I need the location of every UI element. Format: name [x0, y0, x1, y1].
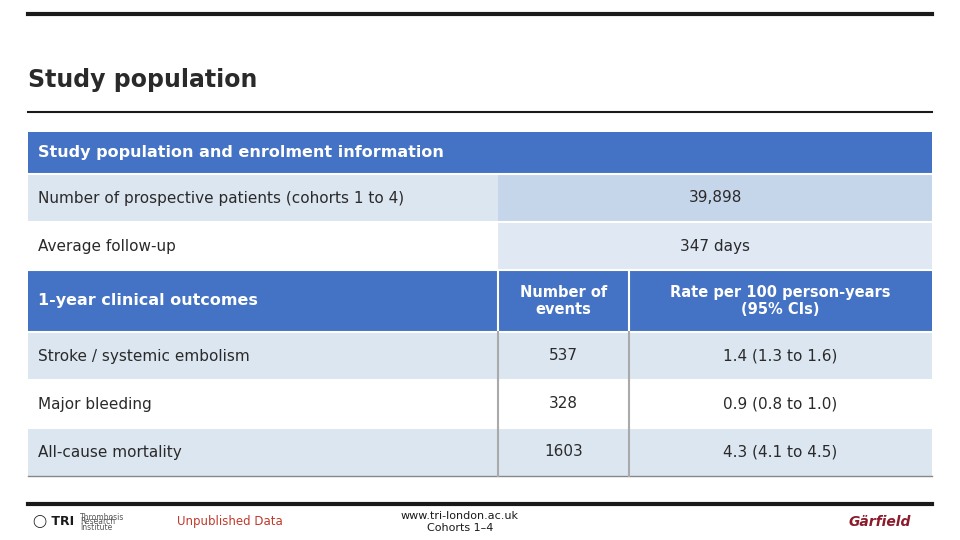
Text: 39,898: 39,898 — [688, 191, 742, 206]
Text: 4.3 (4.1 to 4.5): 4.3 (4.1 to 4.5) — [724, 444, 838, 460]
Text: Rate per 100 person-years
(95% CIs): Rate per 100 person-years (95% CIs) — [670, 285, 891, 317]
Text: 1603: 1603 — [544, 444, 583, 460]
Bar — [28, 428, 932, 476]
Text: 537: 537 — [549, 348, 578, 363]
Text: 328: 328 — [549, 396, 578, 411]
Text: 0.9 (0.8 to 1.0): 0.9 (0.8 to 1.0) — [724, 396, 838, 411]
Bar — [28, 332, 932, 380]
Bar — [28, 174, 932, 222]
Text: Thrombosis: Thrombosis — [80, 512, 125, 522]
Bar — [498, 222, 932, 270]
Bar — [28, 380, 932, 428]
Text: 347 days: 347 days — [680, 239, 750, 253]
Bar — [498, 174, 932, 222]
Bar — [28, 270, 932, 332]
Text: Number of prospective patients (cohorts 1 to 4): Number of prospective patients (cohorts … — [38, 191, 404, 206]
Bar — [28, 132, 932, 174]
Text: 1-year clinical outcomes: 1-year clinical outcomes — [38, 294, 258, 308]
Bar — [28, 222, 932, 270]
Text: www.tri-london.ac.uk
Cohorts 1–4: www.tri-london.ac.uk Cohorts 1–4 — [401, 511, 519, 533]
Text: Unpublished Data: Unpublished Data — [178, 516, 283, 529]
Text: Gärfield: Gärfield — [849, 515, 911, 529]
Text: 1.4 (1.3 to 1.6): 1.4 (1.3 to 1.6) — [724, 348, 838, 363]
Text: Average follow-up: Average follow-up — [38, 239, 176, 253]
Text: Stroke / systemic embolism: Stroke / systemic embolism — [38, 348, 250, 363]
Text: Study population: Study population — [28, 68, 257, 92]
Text: Institute: Institute — [80, 523, 112, 531]
Text: Study population and enrolment information: Study population and enrolment informati… — [38, 145, 444, 160]
Text: Major bleeding: Major bleeding — [38, 396, 152, 411]
Text: ◯ TRI: ◯ TRI — [33, 516, 74, 529]
Text: All-cause mortality: All-cause mortality — [38, 444, 181, 460]
Text: Research: Research — [80, 517, 115, 526]
Text: Number of
events: Number of events — [520, 285, 608, 317]
